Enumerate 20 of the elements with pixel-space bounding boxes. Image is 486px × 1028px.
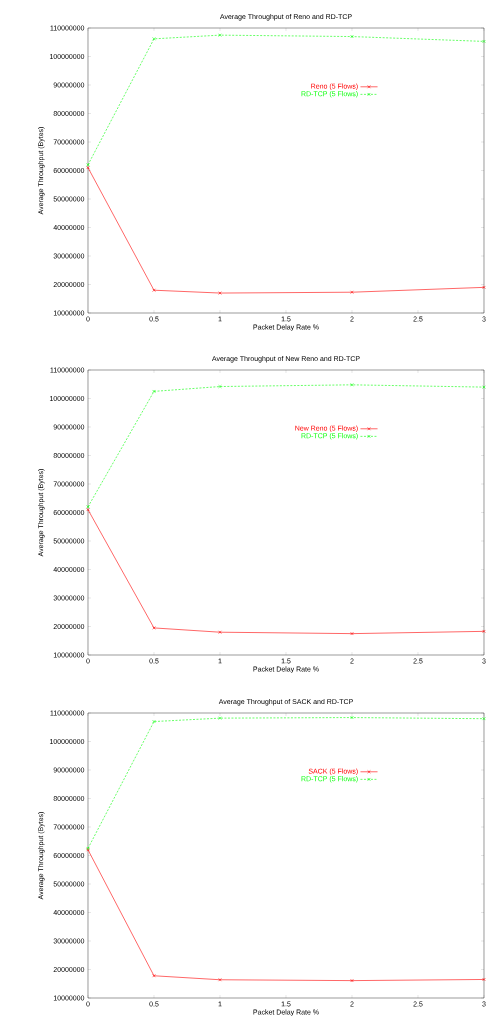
point <box>482 385 486 389</box>
point <box>218 33 222 37</box>
point <box>218 384 222 389</box>
point <box>152 719 156 724</box>
point <box>218 978 222 982</box>
point <box>350 383 354 387</box>
point <box>152 626 156 630</box>
point <box>152 37 156 41</box>
point <box>152 288 156 292</box>
point <box>152 389 156 394</box>
point <box>482 716 486 721</box>
point <box>152 974 156 978</box>
point <box>218 716 222 720</box>
point <box>350 34 354 39</box>
point <box>350 290 354 294</box>
point <box>350 978 354 983</box>
point <box>350 715 354 720</box>
point <box>482 39 486 44</box>
point <box>350 631 354 636</box>
point <box>218 630 222 634</box>
